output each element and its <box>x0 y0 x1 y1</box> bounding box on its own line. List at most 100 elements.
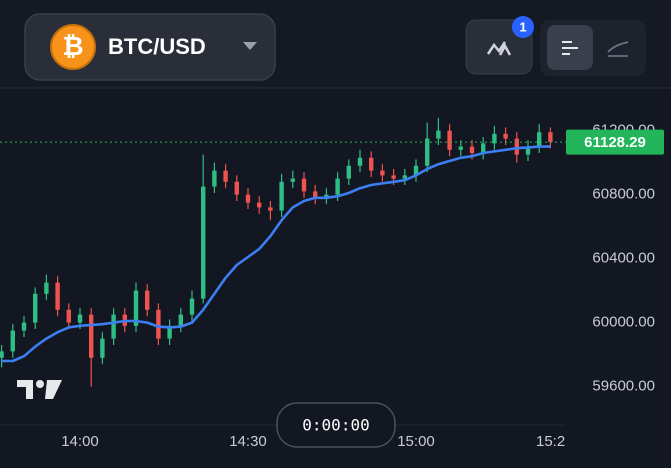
candle-body <box>44 282 49 294</box>
badge-count: 1 <box>519 19 526 34</box>
candle <box>279 173 284 217</box>
timer: 0:00:00 <box>276 402 396 448</box>
last-price-label: 61128.29 <box>584 134 646 151</box>
candle <box>537 124 542 153</box>
candle-body <box>156 309 161 339</box>
candle <box>257 196 262 214</box>
y-tick-label: 60800.00 <box>592 186 655 203</box>
candle-body <box>346 165 351 179</box>
candle-body <box>514 138 519 155</box>
candle-body <box>10 330 15 352</box>
candle-body <box>425 138 430 166</box>
candle-body <box>100 338 105 358</box>
last-price-box <box>566 129 664 155</box>
candle <box>178 308 183 333</box>
candle <box>548 127 553 149</box>
candle-body <box>324 194 329 198</box>
candle-body <box>313 191 318 198</box>
candle <box>33 287 38 329</box>
candle-body <box>33 293 38 323</box>
candle-body <box>537 132 542 147</box>
indicator-icon <box>486 41 512 56</box>
logo-v <box>45 380 62 399</box>
candle-body <box>189 298 195 315</box>
candle <box>10 324 15 358</box>
candle-body <box>66 309 71 323</box>
candle <box>189 290 195 321</box>
candle <box>346 159 351 185</box>
candle-body <box>369 157 374 171</box>
candle-body <box>469 146 475 153</box>
coin-symbol: ₿ <box>62 31 83 61</box>
candle-body <box>413 165 419 176</box>
candle <box>380 164 385 182</box>
candle-body <box>245 194 251 203</box>
candle-body <box>55 282 60 310</box>
candle-body <box>77 314 83 323</box>
indicators-button[interactable]: 1 <box>465 16 534 75</box>
candle-body <box>357 157 363 166</box>
candle-body <box>223 170 228 182</box>
candle <box>402 169 407 185</box>
candle-body <box>380 170 385 176</box>
candle <box>413 159 419 182</box>
candle <box>212 162 217 193</box>
candle-body <box>335 178 340 195</box>
x-tick-label: 15:00 <box>397 433 435 450</box>
line-mode-button[interactable] <box>607 41 629 57</box>
candle-body <box>447 130 452 150</box>
candle <box>324 188 329 205</box>
candle-body <box>548 132 553 143</box>
x-tick-label: 14:00 <box>61 433 99 450</box>
candle-body <box>268 207 273 211</box>
candle-body <box>525 146 531 155</box>
candle-mode-icon <box>562 41 578 55</box>
candle <box>436 117 441 145</box>
candle <box>223 164 228 189</box>
coin-icon <box>50 24 96 70</box>
candle <box>301 172 307 198</box>
y-tick-label: 60400.00 <box>592 250 655 267</box>
candle <box>145 284 150 317</box>
candle <box>111 308 116 345</box>
candle <box>290 170 295 189</box>
plot <box>0 117 566 387</box>
candle-body <box>145 290 150 310</box>
candle-body <box>257 202 262 208</box>
candle-body <box>21 322 27 331</box>
timer-text: 0:00:00 <box>302 416 369 435</box>
candle <box>21 316 27 337</box>
x-tick-label: 15:2 <box>536 433 565 450</box>
candle-body <box>301 178 307 192</box>
candle <box>525 140 531 161</box>
candle <box>133 282 139 333</box>
candle <box>458 140 463 157</box>
candle-body <box>167 325 172 339</box>
candle <box>0 345 4 368</box>
candle-body <box>458 146 463 150</box>
candle <box>313 185 318 205</box>
candle <box>357 149 363 173</box>
candle <box>89 308 94 387</box>
candle-body <box>178 314 183 326</box>
candle-body <box>492 133 497 144</box>
badge <box>512 16 534 38</box>
candle <box>492 125 497 150</box>
candle <box>44 274 49 301</box>
candle-body <box>290 178 295 182</box>
candle-body <box>402 175 407 179</box>
candle <box>201 154 206 304</box>
dropdown-arrow <box>243 42 257 50</box>
symbol-selector[interactable]: ₿ BTC/USD <box>24 13 276 81</box>
candle-body <box>481 143 486 153</box>
candle-body <box>89 314 94 358</box>
candle <box>100 332 105 365</box>
candle-body <box>111 314 116 339</box>
candle <box>55 276 60 317</box>
chart-type-toggle <box>540 20 646 76</box>
candle-body <box>212 170 217 187</box>
symbol-name: BTC/USD <box>108 34 206 59</box>
candle <box>425 122 430 173</box>
y-tick-label: 60000.00 <box>592 314 655 331</box>
